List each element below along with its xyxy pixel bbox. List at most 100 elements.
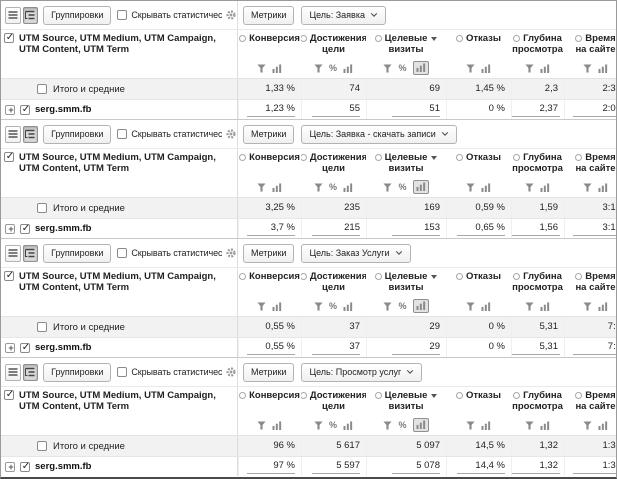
funnel-icon[interactable]	[314, 183, 323, 192]
hide-stat-checkbox[interactable]	[117, 248, 128, 258]
column-header-time-on-site[interactable]: Время на сайте	[564, 387, 616, 415]
goal-dropdown[interactable]: Цель: Просмотр услуг	[301, 362, 423, 382]
groupings-button[interactable]: Группировки	[43, 124, 112, 144]
row-checkbox[interactable]	[20, 342, 31, 354]
bar-chart-icon[interactable]	[272, 421, 282, 430]
goal-dropdown[interactable]: Цель: Заявка - скачать записи	[301, 124, 457, 144]
column-header-time-on-site[interactable]: Время на сайте	[564, 268, 616, 296]
tree-view-button[interactable]	[22, 6, 39, 24]
funnel-icon[interactable]	[383, 302, 392, 311]
percent-icon[interactable]	[329, 421, 337, 430]
funnel-icon[interactable]	[314, 302, 323, 311]
percent-icon[interactable]	[398, 183, 406, 192]
hide-stat-label[interactable]: Скрывать статистически...	[131, 129, 222, 139]
column-header-conversion[interactable]: Конверсия	[238, 30, 301, 58]
funnel-icon[interactable]	[466, 302, 475, 311]
column-header-depth[interactable]: Глубина просмотра	[511, 268, 564, 296]
plus-icon[interactable]	[5, 104, 16, 116]
column-header-depth[interactable]: Глубина просмотра	[511, 30, 564, 58]
column-header-target-visits[interactable]: Целевые визиты	[366, 387, 446, 415]
column-header-goal-reaches[interactable]: Достижения цели	[301, 268, 366, 296]
totals-checkbox[interactable]	[37, 441, 47, 451]
groupings-button[interactable]: Группировки	[43, 243, 112, 263]
gear-icon[interactable]	[225, 247, 237, 259]
funnel-icon[interactable]	[257, 421, 266, 430]
tree-view-button[interactable]	[22, 125, 39, 143]
bar-chart-icon[interactable]	[598, 64, 608, 73]
row-checkbox[interactable]	[20, 104, 31, 116]
bar-chart-icon[interactable]	[481, 302, 491, 311]
plus-icon[interactable]	[5, 342, 16, 354]
groupings-button[interactable]: Группировки	[43, 362, 112, 382]
funnel-icon[interactable]	[383, 64, 392, 73]
funnel-icon[interactable]	[314, 64, 323, 73]
tree-view-button[interactable]	[22, 244, 39, 262]
gear-icon[interactable]	[225, 9, 237, 21]
percent-icon[interactable]	[329, 183, 337, 192]
column-header-bounces[interactable]: Отказы	[446, 268, 511, 296]
flat-view-button[interactable]	[5, 6, 21, 24]
hide-stat-label[interactable]: Скрывать статистически...	[131, 367, 222, 377]
bar-chart-icon[interactable]	[540, 421, 550, 430]
bar-chart-icon[interactable]	[540, 64, 550, 73]
row-label[interactable]: serg.smm.fb	[35, 342, 92, 353]
hide-stat-checkbox[interactable]	[117, 129, 128, 139]
bar-chart-icon[interactable]	[272, 64, 282, 73]
percent-icon[interactable]	[398, 421, 406, 430]
funnel-icon[interactable]	[466, 64, 475, 73]
column-header-conversion[interactable]: Конверсия	[238, 149, 301, 177]
groupings-button[interactable]: Группировки	[43, 5, 112, 25]
bar-chart-icon[interactable]	[481, 183, 491, 192]
gear-icon[interactable]	[225, 366, 237, 378]
bar-chart-active-button[interactable]	[412, 299, 429, 313]
bar-chart-icon[interactable]	[598, 421, 608, 430]
column-header-conversion[interactable]: Конверсия	[238, 387, 301, 415]
funnel-icon[interactable]	[525, 183, 534, 192]
flat-view-button[interactable]	[5, 363, 21, 381]
row-checkbox[interactable]	[20, 461, 31, 473]
funnel-icon[interactable]	[257, 183, 266, 192]
bar-chart-icon[interactable]	[272, 183, 282, 192]
column-header-conversion[interactable]: Конверсия	[238, 268, 301, 296]
row-label[interactable]: serg.smm.fb	[35, 461, 92, 472]
metrics-button[interactable]: Метрики	[243, 243, 295, 263]
flat-view-button[interactable]	[5, 244, 21, 262]
column-header-bounces[interactable]: Отказы	[446, 387, 511, 415]
dimension-checkbox[interactable]	[4, 270, 15, 282]
bar-chart-icon[interactable]	[343, 421, 353, 430]
dimension-checkbox[interactable]	[4, 32, 15, 44]
goal-dropdown[interactable]: Цель: Заявка	[301, 5, 386, 25]
column-header-target-visits[interactable]: Целевые визиты	[366, 149, 446, 177]
bar-chart-icon[interactable]	[343, 183, 353, 192]
funnel-icon[interactable]	[525, 302, 534, 311]
column-header-bounces[interactable]: Отказы	[446, 149, 511, 177]
bar-chart-icon[interactable]	[481, 421, 491, 430]
column-header-target-visits[interactable]: Целевые визиты	[366, 30, 446, 58]
goal-dropdown[interactable]: Цель: Заказ Услуги	[301, 243, 411, 263]
percent-icon[interactable]	[329, 64, 337, 73]
bar-chart-active-button[interactable]	[412, 418, 429, 432]
column-header-time-on-site[interactable]: Время на сайте	[564, 30, 616, 58]
funnel-icon[interactable]	[583, 64, 592, 73]
bar-chart-icon[interactable]	[598, 302, 608, 311]
hide-stat-checkbox[interactable]	[117, 367, 128, 377]
column-header-depth[interactable]: Глубина просмотра	[511, 387, 564, 415]
bar-chart-icon[interactable]	[540, 302, 550, 311]
plus-icon[interactable]	[5, 461, 16, 473]
hide-stat-checkbox[interactable]	[117, 10, 128, 20]
percent-icon[interactable]	[398, 64, 406, 73]
funnel-icon[interactable]	[257, 64, 266, 73]
funnel-icon[interactable]	[383, 421, 392, 430]
funnel-icon[interactable]	[525, 64, 534, 73]
metrics-button[interactable]: Метрики	[243, 5, 295, 25]
column-header-bounces[interactable]: Отказы	[446, 30, 511, 58]
bar-chart-active-button[interactable]	[412, 180, 429, 194]
dimension-checkbox[interactable]	[4, 389, 15, 401]
funnel-icon[interactable]	[583, 183, 592, 192]
funnel-icon[interactable]	[314, 421, 323, 430]
gear-icon[interactable]	[225, 128, 237, 140]
bar-chart-icon[interactable]	[343, 302, 353, 311]
metrics-button[interactable]: Метрики	[243, 362, 295, 382]
bar-chart-icon[interactable]	[540, 183, 550, 192]
bar-chart-icon[interactable]	[481, 64, 491, 73]
